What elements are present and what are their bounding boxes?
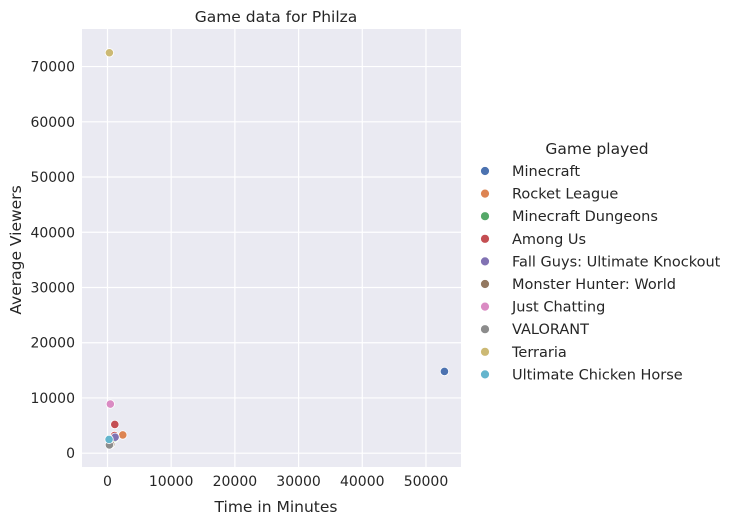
legend-marker-among-us [480, 233, 490, 244]
x-tick-label: 10000 [149, 474, 194, 490]
legend-label-valorant: VALORANT [512, 322, 589, 338]
legend-marker-minecraft-dungeons [480, 211, 490, 222]
legend-label-terraria: Terraria [511, 345, 567, 361]
legend-label-among-us: Among Us [512, 232, 586, 248]
x-axis-ticks: 0 10000 20000 30000 40000 50000 [103, 474, 448, 490]
y-tick-label: 30000 [30, 280, 75, 296]
x-tick-label: 0 [103, 474, 112, 490]
point-among-us [110, 419, 120, 430]
legend-label-rocket-league: Rocket League [512, 187, 618, 203]
plot-area [82, 29, 461, 467]
x-tick-label: 30000 [276, 474, 321, 490]
legend-label-monster-hunter-world: Monster Hunter: World [512, 277, 676, 293]
y-tick-label: 70000 [30, 60, 75, 76]
legend-label-minecraft: Minecraft [512, 164, 580, 180]
chart-title: Game data for Philza [195, 8, 358, 26]
legend-marker-rocket-league [480, 188, 490, 199]
grid [82, 29, 461, 467]
y-axis-ticks: 0 10000 20000 30000 40000 50000 60000 70000 [30, 60, 75, 463]
x-axis-label: Time in Minutes [214, 498, 338, 516]
y-tick-label: 40000 [30, 225, 75, 241]
point-minecraft [439, 366, 450, 377]
x-tick-label: 40000 [340, 474, 385, 490]
legend-title: Game played [545, 140, 648, 158]
point-ultimate-chicken-horse [104, 434, 114, 444]
legend-marker-terraria [480, 346, 490, 357]
point-just-chatting [105, 399, 115, 409]
point-rocket-league [118, 430, 128, 440]
legend-marker-ultimate-chicken-horse [480, 369, 490, 380]
y-tick-label: 50000 [30, 170, 75, 186]
y-tick-label: 10000 [30, 391, 75, 407]
legend-label-ultimate-chicken-horse: Ultimate Chicken Horse [512, 367, 683, 383]
legend-label-just-chatting: Just Chatting [511, 300, 605, 316]
point-terraria [104, 48, 114, 58]
legend-marker-minecraft [480, 166, 490, 176]
y-axis-label: Average Viewers [7, 185, 25, 314]
x-tick-label: 50000 [404, 474, 449, 490]
data-points [104, 48, 450, 450]
y-tick-label: 0 [66, 446, 75, 462]
y-tick-label: 60000 [30, 115, 75, 131]
legend-label-fall-guys-ultimate-knockout: Fall Guys: Ultimate Knockout [512, 254, 721, 270]
legend-marker-valorant [480, 324, 490, 335]
legend-label-minecraft-dungeons: Minecraft Dungeons [512, 209, 658, 225]
x-tick-label: 20000 [213, 474, 258, 490]
y-tick-label: 20000 [30, 336, 75, 352]
legend: Game played Minecraft Rocket League Minecr… [480, 140, 721, 383]
legend-marker-fall-guys-ultimate-knockout [480, 256, 490, 267]
legend-marker-just-chatting [480, 301, 490, 312]
legend-marker-monster-hunter-world [480, 279, 490, 289]
